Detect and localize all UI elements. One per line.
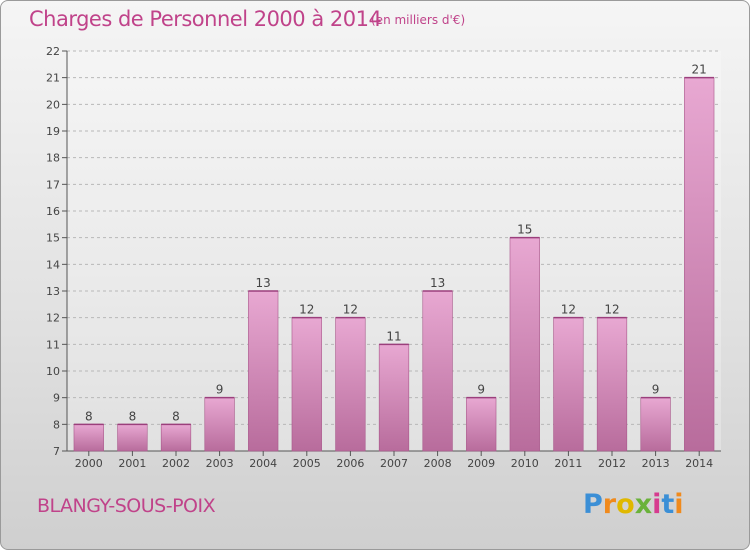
x-tick-label: 2007 bbox=[380, 457, 408, 470]
bar bbox=[422, 290, 453, 452]
data-label: 8 bbox=[129, 409, 137, 423]
proxiti-logo[interactable]: Proxiti bbox=[583, 489, 684, 520]
data-label: 9 bbox=[216, 383, 224, 397]
data-label: 9 bbox=[652, 383, 660, 397]
data-label: 21 bbox=[692, 63, 707, 77]
bar bbox=[117, 424, 148, 452]
x-tick-label: 2013 bbox=[642, 457, 670, 470]
bar bbox=[553, 317, 584, 452]
y-tick-label: 19 bbox=[46, 125, 60, 138]
bar bbox=[466, 397, 497, 452]
logo-letter: t bbox=[661, 489, 675, 520]
data-label: 13 bbox=[256, 276, 271, 290]
data-label: 12 bbox=[299, 303, 314, 317]
data-label: 12 bbox=[561, 303, 576, 317]
y-tick-label: 15 bbox=[46, 232, 60, 245]
y-tick-label: 14 bbox=[46, 258, 60, 271]
x-tick-label: 2008 bbox=[424, 457, 452, 470]
data-label: 11 bbox=[386, 329, 401, 343]
bar bbox=[291, 317, 322, 452]
bar bbox=[335, 317, 366, 452]
y-tick-label: 11 bbox=[46, 338, 60, 351]
y-tick-label: 12 bbox=[46, 312, 60, 325]
data-label: 9 bbox=[477, 383, 485, 397]
bar bbox=[73, 424, 104, 452]
bar bbox=[160, 424, 192, 452]
data-label: 12 bbox=[343, 303, 358, 317]
x-tick-label: 2006 bbox=[336, 457, 364, 470]
x-tick-label: 2010 bbox=[511, 457, 539, 470]
logo-letter: P bbox=[583, 489, 603, 520]
commune-name: BLANGY-SOUS-POIX bbox=[37, 495, 216, 517]
x-tick-label: 2004 bbox=[249, 457, 277, 470]
y-tick-label: 10 bbox=[46, 365, 60, 378]
bar bbox=[640, 397, 671, 452]
logo-letter: i bbox=[652, 489, 662, 520]
x-tick-label: 2012 bbox=[598, 457, 626, 470]
x-tick-label: 2011 bbox=[554, 457, 582, 470]
logo-letter: x bbox=[634, 489, 653, 520]
y-tick-label: 7 bbox=[53, 445, 60, 458]
x-tick-label: 2005 bbox=[293, 457, 321, 470]
data-label: 8 bbox=[172, 409, 180, 423]
chart-subtitle: (en milliers d'€) bbox=[371, 13, 466, 27]
bar bbox=[596, 317, 628, 452]
x-tick-label: 2002 bbox=[162, 457, 190, 470]
y-tick-label: 20 bbox=[46, 98, 60, 111]
data-label: 12 bbox=[604, 303, 619, 317]
bar bbox=[204, 397, 235, 452]
y-tick-label: 13 bbox=[46, 285, 60, 298]
bar bbox=[509, 237, 540, 452]
chart-title: Charges de Personnel 2000 à 2014 bbox=[29, 7, 382, 31]
data-label: 15 bbox=[517, 223, 532, 237]
x-tick-label: 2000 bbox=[75, 457, 103, 470]
y-tick-label: 22 bbox=[46, 45, 60, 58]
x-tick-label: 2001 bbox=[118, 457, 146, 470]
x-tick-label: 2003 bbox=[206, 457, 234, 470]
x-tick-label: 2014 bbox=[685, 457, 713, 470]
logo-letter: i bbox=[674, 489, 684, 520]
bar bbox=[248, 290, 279, 452]
y-tick-label: 21 bbox=[46, 72, 60, 85]
logo-letter: r bbox=[602, 489, 617, 520]
data-label: 8 bbox=[85, 409, 93, 423]
y-tick-label: 18 bbox=[46, 152, 60, 165]
y-tick-label: 9 bbox=[53, 392, 60, 405]
y-tick-label: 17 bbox=[46, 178, 60, 191]
data-label: 13 bbox=[430, 276, 445, 290]
bar bbox=[684, 77, 715, 452]
y-tick-label: 16 bbox=[46, 205, 60, 218]
y-tick-label: 8 bbox=[53, 418, 60, 431]
bar bbox=[378, 344, 410, 452]
logo-letter: o bbox=[616, 489, 635, 520]
x-tick-label: 2009 bbox=[467, 457, 495, 470]
